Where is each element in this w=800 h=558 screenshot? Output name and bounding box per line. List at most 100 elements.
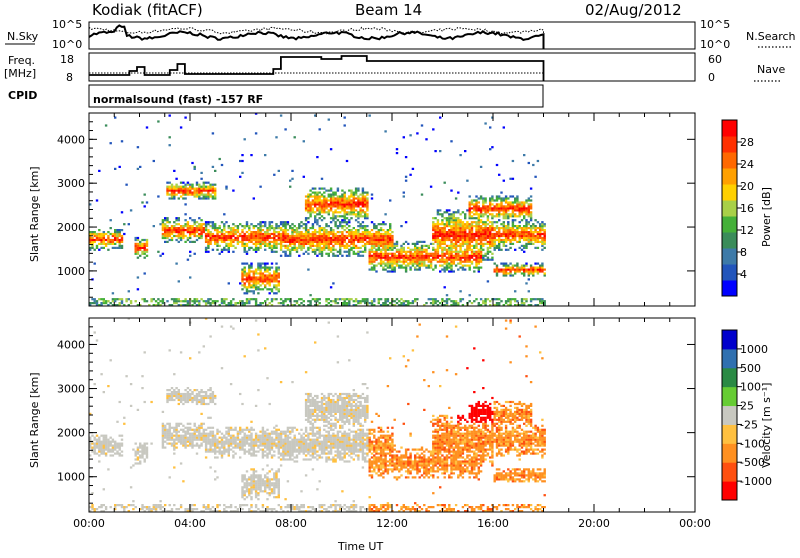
heatmap-cell xyxy=(189,184,191,186)
heatmap-cell xyxy=(309,247,311,249)
heatmap-cell xyxy=(241,269,243,271)
heatmap-cell xyxy=(457,235,459,237)
heatmap-cell xyxy=(466,247,468,249)
heatmap-cell xyxy=(378,255,380,257)
heatmap-cell xyxy=(214,227,216,229)
heatmap-cell xyxy=(144,249,146,251)
heatmap-cell xyxy=(164,429,166,431)
heatmap-cell xyxy=(407,255,409,257)
heatmap-cell xyxy=(305,225,307,227)
heatmap-cell xyxy=(341,227,343,229)
heatmap-cell xyxy=(269,247,271,249)
heatmap-cell xyxy=(509,302,511,304)
heatmap-cell xyxy=(512,195,514,197)
heatmap-cell xyxy=(339,199,341,201)
heatmap-cell xyxy=(225,243,227,245)
heatmap-cell xyxy=(248,225,250,227)
heatmap-cell xyxy=(184,439,186,441)
heatmap-cell xyxy=(146,201,148,203)
heatmap-cell xyxy=(350,231,352,233)
heatmap-cell xyxy=(105,245,107,247)
heatmap-cell xyxy=(180,225,182,227)
heatmap-cell xyxy=(241,284,243,286)
heatmap-cell xyxy=(391,270,393,272)
heatmap-cell xyxy=(266,278,268,280)
heatmap-cell xyxy=(373,223,375,225)
heatmap-cell xyxy=(464,269,466,271)
heatmap-cell xyxy=(216,239,218,241)
heatmap-cell xyxy=(350,213,352,215)
heatmap-cell xyxy=(262,433,264,435)
heatmap-cell xyxy=(150,401,152,403)
heatmap-cell xyxy=(450,241,452,243)
heatmap-cell xyxy=(169,194,171,196)
heatmap-cell xyxy=(469,195,471,197)
heatmap-cell xyxy=(412,259,414,261)
heatmap-cell xyxy=(487,251,489,253)
heatmap-cell xyxy=(189,389,191,391)
heatmap-cell xyxy=(273,286,275,288)
heatmap-cell xyxy=(325,201,327,203)
heatmap-cell xyxy=(330,201,332,203)
heatmap-cell xyxy=(107,237,109,239)
heatmap-cell xyxy=(330,229,332,231)
heatmap-cell xyxy=(175,190,177,192)
heatmap-cell xyxy=(194,439,196,441)
heatmap-cell xyxy=(437,209,439,211)
heatmap-cell xyxy=(98,239,100,241)
heatmap-cell xyxy=(187,302,189,304)
heatmap-cell xyxy=(505,267,507,269)
heatmap-cell xyxy=(359,241,361,243)
heatmap-cell xyxy=(509,195,511,197)
heatmap-cell xyxy=(164,237,166,239)
heatmap-cell xyxy=(234,437,236,439)
heatmap-cell xyxy=(478,233,480,235)
heatmap-cell xyxy=(366,207,368,209)
heatmap-cell xyxy=(384,223,386,225)
heatmap-cell xyxy=(484,255,486,257)
heatmap-cell xyxy=(148,506,150,508)
heatmap-cell xyxy=(371,194,373,196)
heatmap-cell xyxy=(100,451,102,453)
heatmap-cell xyxy=(257,488,259,490)
heatmap-cell xyxy=(314,215,316,217)
heatmap-cell xyxy=(521,272,523,274)
heatmap-cell xyxy=(164,227,166,229)
heatmap-cell xyxy=(223,300,225,302)
heatmap-cell xyxy=(355,237,357,239)
heatmap-cell xyxy=(225,431,227,433)
heatmap-cell xyxy=(373,261,375,263)
heatmap-cell xyxy=(259,239,261,241)
heatmap-cell xyxy=(250,239,252,241)
heatmap-cell xyxy=(344,217,346,219)
heatmap-cell xyxy=(237,243,239,245)
heatmap-cell xyxy=(96,453,98,455)
heatmap-cell xyxy=(178,235,180,237)
heatmap-cell xyxy=(205,429,207,431)
heatmap-cell xyxy=(298,241,300,243)
heatmap-cell xyxy=(437,255,439,257)
heatmap-cell xyxy=(534,176,536,178)
heatmap-cell xyxy=(237,437,239,439)
heatmap-cell xyxy=(344,235,346,237)
heatmap-cell xyxy=(430,259,432,261)
heatmap-cell xyxy=(203,223,205,225)
heatmap-cell xyxy=(384,298,386,300)
heatmap-cell xyxy=(269,282,271,284)
heatmap-cell xyxy=(391,265,393,267)
heatmap-cell xyxy=(534,235,536,237)
heatmap-cell xyxy=(250,284,252,286)
heatmap-cell xyxy=(530,227,532,229)
heatmap-cell xyxy=(507,201,509,203)
heatmap-cell xyxy=(475,231,477,233)
heatmap-cell xyxy=(257,239,259,241)
heatmap-cell xyxy=(141,375,143,377)
heatmap-cell xyxy=(530,298,532,300)
heatmap-cell xyxy=(337,237,339,239)
heatmap-cell xyxy=(471,251,473,253)
heatmap-cell xyxy=(473,251,475,253)
heatmap-cell xyxy=(182,431,184,433)
heatmap-cell xyxy=(180,462,182,464)
heatmap-cell xyxy=(246,235,248,237)
heatmap-cell xyxy=(228,249,230,251)
